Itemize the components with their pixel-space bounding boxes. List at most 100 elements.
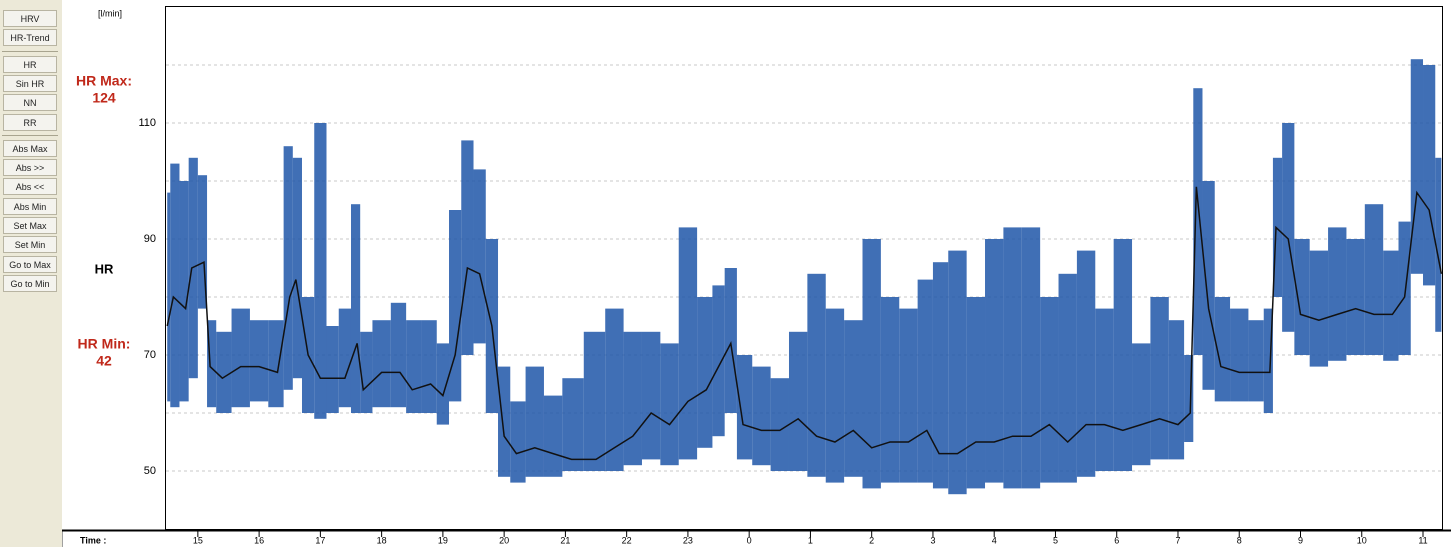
x-tick-label: 5 <box>1053 535 1058 545</box>
hr-range <box>1132 343 1151 466</box>
hr-range <box>1193 88 1203 355</box>
hr-range <box>844 320 863 477</box>
hr-range <box>899 308 918 483</box>
hr-range <box>985 239 1004 483</box>
x-tick-label: 7 <box>1175 535 1180 545</box>
x-tick-label: 23 <box>683 535 693 545</box>
sidebar-button[interactable]: HRV <box>3 10 57 27</box>
hr-range <box>1294 239 1310 355</box>
time-label: Time : <box>80 535 106 545</box>
hr-range <box>283 146 293 390</box>
channel-label: HR <box>95 261 114 276</box>
hr-range <box>1346 239 1365 355</box>
hr-range <box>1435 157 1442 332</box>
sidebar-button[interactable]: Abs Max <box>3 139 57 157</box>
hr-range <box>1021 227 1041 489</box>
hr-range <box>1150 297 1169 460</box>
hr-range <box>1398 221 1411 355</box>
hr-range <box>268 320 284 408</box>
hr-range <box>314 123 327 419</box>
hr-range <box>1364 204 1384 355</box>
hr-range <box>807 273 826 477</box>
hr-range <box>436 343 450 425</box>
hr-range <box>825 308 845 483</box>
hr-range <box>179 181 189 402</box>
sidebar-button[interactable]: RR <box>3 113 57 131</box>
x-tick-label: 15 <box>193 535 203 545</box>
y-tick-label: 50 <box>144 465 156 477</box>
hr-range <box>660 343 679 466</box>
hr-range <box>197 175 208 309</box>
hr-range <box>449 210 462 402</box>
sidebar-button[interactable]: Abs << <box>3 178 57 196</box>
sidebar-button[interactable]: Go to Min <box>3 274 57 292</box>
y-tick-label: 110 <box>138 117 156 129</box>
hr-range <box>1113 239 1133 471</box>
x-tick-label: 18 <box>377 535 387 545</box>
hr-range <box>216 331 232 413</box>
hr-range <box>372 320 391 408</box>
hr-range <box>1095 308 1114 471</box>
hr-range <box>1202 181 1215 390</box>
hr-range <box>1040 297 1059 483</box>
sidebar-button[interactable]: Abs Min <box>3 197 57 215</box>
x-tick-label: 6 <box>1114 535 1119 545</box>
sidebar-button[interactable]: HR-Trend <box>3 29 57 47</box>
hr-range <box>360 331 373 413</box>
unit-label: [l/min] <box>98 8 122 18</box>
hr-range <box>1058 273 1077 483</box>
hr-range <box>788 331 808 471</box>
hr-range <box>543 395 563 477</box>
sidebar-button[interactable]: Abs >> <box>3 159 57 177</box>
sidebar-button[interactable]: Set Min <box>3 236 57 254</box>
x-tick-label: 22 <box>622 535 632 545</box>
hr-range <box>1168 320 1185 460</box>
hr-range <box>917 279 933 483</box>
hr-range <box>932 262 949 489</box>
hr-range <box>583 331 606 471</box>
hr-range <box>292 157 302 379</box>
sidebar-button[interactable]: Set Max <box>3 217 57 234</box>
x-tick-label: 16 <box>254 535 264 545</box>
hr-range <box>752 366 771 466</box>
hr-range <box>326 326 339 413</box>
hr-range <box>390 302 407 408</box>
hr-range <box>641 331 661 460</box>
hr-trend-line <box>166 186 1443 461</box>
hr-range <box>1184 355 1194 442</box>
x-tick-label: 4 <box>992 535 997 545</box>
hr-max-value: 124 <box>92 90 116 106</box>
x-tick-label: 10 <box>1357 535 1367 545</box>
hr-range <box>231 308 250 408</box>
hr-range <box>473 169 486 344</box>
separator <box>2 134 58 136</box>
hr-range <box>1230 308 1249 402</box>
hr-range <box>623 331 642 466</box>
x-tick-label: 1 <box>808 535 813 545</box>
x-tick-label: 2 <box>869 535 874 545</box>
sidebar: HRV HR-Trend HR Sin HR NN RR Abs Max Abs >> Abs … <box>0 0 63 547</box>
x-tick-label: 8 <box>1237 535 1242 545</box>
hr-range <box>712 285 725 437</box>
hr-range <box>1003 227 1022 489</box>
hr-range <box>724 268 737 413</box>
x-tick-label: 3 <box>930 535 935 545</box>
hr-range <box>770 378 789 471</box>
hr-range <box>1272 157 1283 297</box>
sidebar-button[interactable]: Go to Max <box>3 255 57 273</box>
hr-range <box>1076 250 1096 477</box>
hr-range <box>406 320 422 413</box>
sidebar-button[interactable]: Sin HR <box>3 74 57 92</box>
hr-range <box>207 320 217 408</box>
hr-range <box>1282 123 1295 332</box>
x-tick-label: 11 <box>1418 535 1427 545</box>
hr-range <box>167 192 171 402</box>
sidebar-button[interactable]: HR <box>3 55 57 73</box>
sidebar-button[interactable]: NN <box>3 94 57 112</box>
x-tick-label: 20 <box>499 535 509 545</box>
hr-range <box>249 320 269 402</box>
hr-range <box>170 163 180 408</box>
hr-range <box>510 401 526 483</box>
